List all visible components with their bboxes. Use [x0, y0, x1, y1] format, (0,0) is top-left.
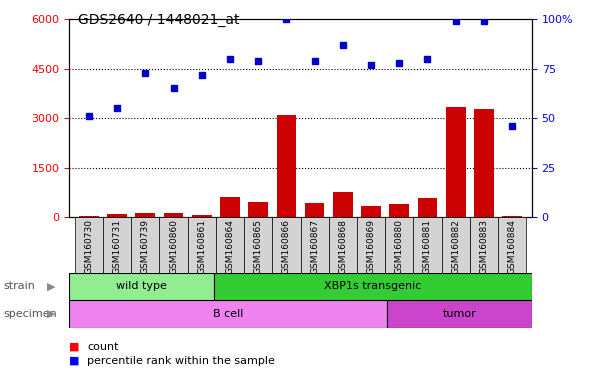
- Text: XBP1s transgenic: XBP1s transgenic: [324, 281, 421, 291]
- Text: GSM160880: GSM160880: [395, 218, 404, 274]
- Bar: [192, 215, 212, 217]
- Bar: [305, 203, 325, 217]
- Text: GSM160882: GSM160882: [451, 218, 460, 273]
- FancyBboxPatch shape: [69, 300, 387, 328]
- Text: strain: strain: [3, 281, 35, 291]
- Text: GSM160868: GSM160868: [338, 218, 347, 274]
- FancyBboxPatch shape: [385, 217, 413, 273]
- Bar: [220, 197, 240, 217]
- Text: GSM160861: GSM160861: [197, 218, 206, 274]
- Text: tumor: tumor: [443, 309, 477, 319]
- Bar: [333, 192, 353, 217]
- Text: GSM160860: GSM160860: [169, 218, 178, 274]
- FancyBboxPatch shape: [244, 217, 272, 273]
- Text: GSM160739: GSM160739: [141, 218, 150, 274]
- FancyBboxPatch shape: [300, 217, 329, 273]
- Text: B cell: B cell: [213, 309, 243, 319]
- Text: GSM160865: GSM160865: [254, 218, 263, 274]
- Text: GSM160730: GSM160730: [84, 218, 93, 274]
- Text: GSM160864: GSM160864: [225, 218, 234, 273]
- FancyBboxPatch shape: [131, 217, 159, 273]
- FancyBboxPatch shape: [498, 217, 526, 273]
- FancyBboxPatch shape: [272, 217, 300, 273]
- Bar: [79, 216, 99, 217]
- Text: percentile rank within the sample: percentile rank within the sample: [87, 356, 275, 366]
- Text: GDS2640 / 1448021_at: GDS2640 / 1448021_at: [78, 13, 240, 27]
- Bar: [163, 213, 183, 217]
- Bar: [276, 115, 296, 217]
- Bar: [446, 106, 466, 217]
- FancyBboxPatch shape: [357, 217, 385, 273]
- Text: ■: ■: [69, 342, 79, 352]
- Text: GSM160866: GSM160866: [282, 218, 291, 274]
- Text: GSM160869: GSM160869: [367, 218, 376, 274]
- FancyBboxPatch shape: [329, 217, 357, 273]
- FancyBboxPatch shape: [159, 217, 188, 273]
- Bar: [107, 214, 127, 217]
- FancyBboxPatch shape: [69, 273, 214, 300]
- Text: GSM160883: GSM160883: [480, 218, 489, 274]
- FancyBboxPatch shape: [387, 300, 532, 328]
- FancyBboxPatch shape: [470, 217, 498, 273]
- Bar: [361, 206, 381, 217]
- Text: ■: ■: [69, 356, 79, 366]
- Text: count: count: [87, 342, 118, 352]
- FancyBboxPatch shape: [214, 273, 532, 300]
- Text: GSM160884: GSM160884: [508, 218, 517, 273]
- Bar: [248, 202, 268, 217]
- Bar: [474, 109, 494, 217]
- Bar: [418, 198, 438, 217]
- FancyBboxPatch shape: [75, 217, 103, 273]
- Bar: [389, 204, 409, 217]
- Text: ▶: ▶: [47, 309, 55, 319]
- Bar: [502, 216, 522, 217]
- FancyBboxPatch shape: [442, 217, 470, 273]
- Text: ▶: ▶: [47, 281, 55, 291]
- FancyBboxPatch shape: [103, 217, 131, 273]
- FancyBboxPatch shape: [188, 217, 216, 273]
- Text: GSM160867: GSM160867: [310, 218, 319, 274]
- Text: wild type: wild type: [116, 281, 167, 291]
- Bar: [135, 213, 155, 217]
- FancyBboxPatch shape: [216, 217, 244, 273]
- Text: GSM160731: GSM160731: [112, 218, 121, 274]
- Text: specimen: specimen: [3, 309, 56, 319]
- Text: GSM160881: GSM160881: [423, 218, 432, 274]
- FancyBboxPatch shape: [413, 217, 442, 273]
